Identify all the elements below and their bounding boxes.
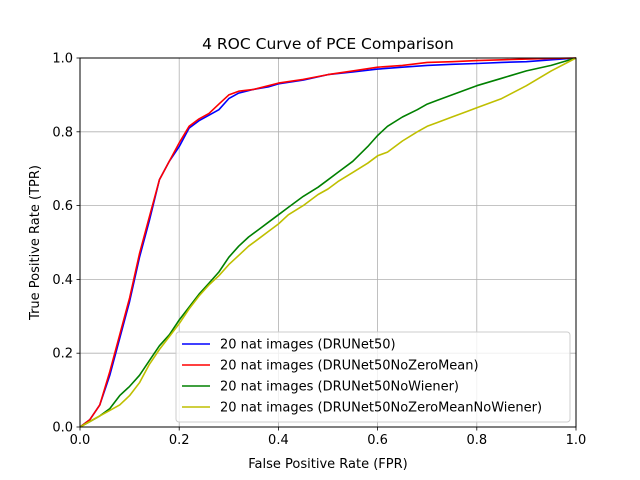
series-line-4: [79, 57, 577, 428]
x-tick-label: 0.6: [367, 433, 388, 448]
legend-box: [175, 331, 571, 423]
axis-ticks: 0.0 0.2 0.4 0.6 0.8 1.0 0.0 0.2 0.4 0.6 0.8 1.0: [52, 52, 586, 449]
plot-frame: [79, 57, 577, 428]
y-tick-label: 1.0: [52, 52, 73, 67]
series-line-2: [79, 57, 577, 428]
legend-label: 20 nat images (DRUNet50NoWiener): [220, 380, 459, 395]
x-tick-label: 0.4: [268, 433, 289, 448]
x-tick-label: 1.0: [566, 433, 587, 448]
legend-label: 20 nat images (DRUNet50NoZeroMean): [220, 359, 479, 374]
y-tick-label: 0.8: [52, 125, 73, 140]
x-tick-label: 0.8: [466, 433, 487, 448]
y-axis-label: True Positive Rate (TPR): [28, 165, 43, 321]
legend-label: 20 nat images (DRUNet50NoZeroMeanNoWiene…: [220, 401, 542, 416]
x-tick-label: 0.2: [169, 433, 190, 448]
x-tick-label: 0.0: [70, 433, 91, 448]
legend-label: 20 nat images (DRUNet50): [220, 338, 396, 353]
y-tick-label: 0.2: [52, 347, 73, 362]
y-tick-label: 0.6: [52, 199, 73, 214]
x-axis-label: False Positive Rate (FPR): [248, 457, 407, 472]
chart-title: 4 ROC Curve of PCE Comparison: [202, 35, 454, 53]
legend: 20 nat images (DRUNet50) 20 nat images (D…: [175, 331, 571, 423]
y-tick-label: 0.4: [52, 273, 73, 288]
y-tick-label: 0.0: [52, 421, 73, 436]
grid: [79, 57, 577, 428]
series-lines: [79, 57, 577, 428]
series-line-3: [79, 57, 577, 428]
